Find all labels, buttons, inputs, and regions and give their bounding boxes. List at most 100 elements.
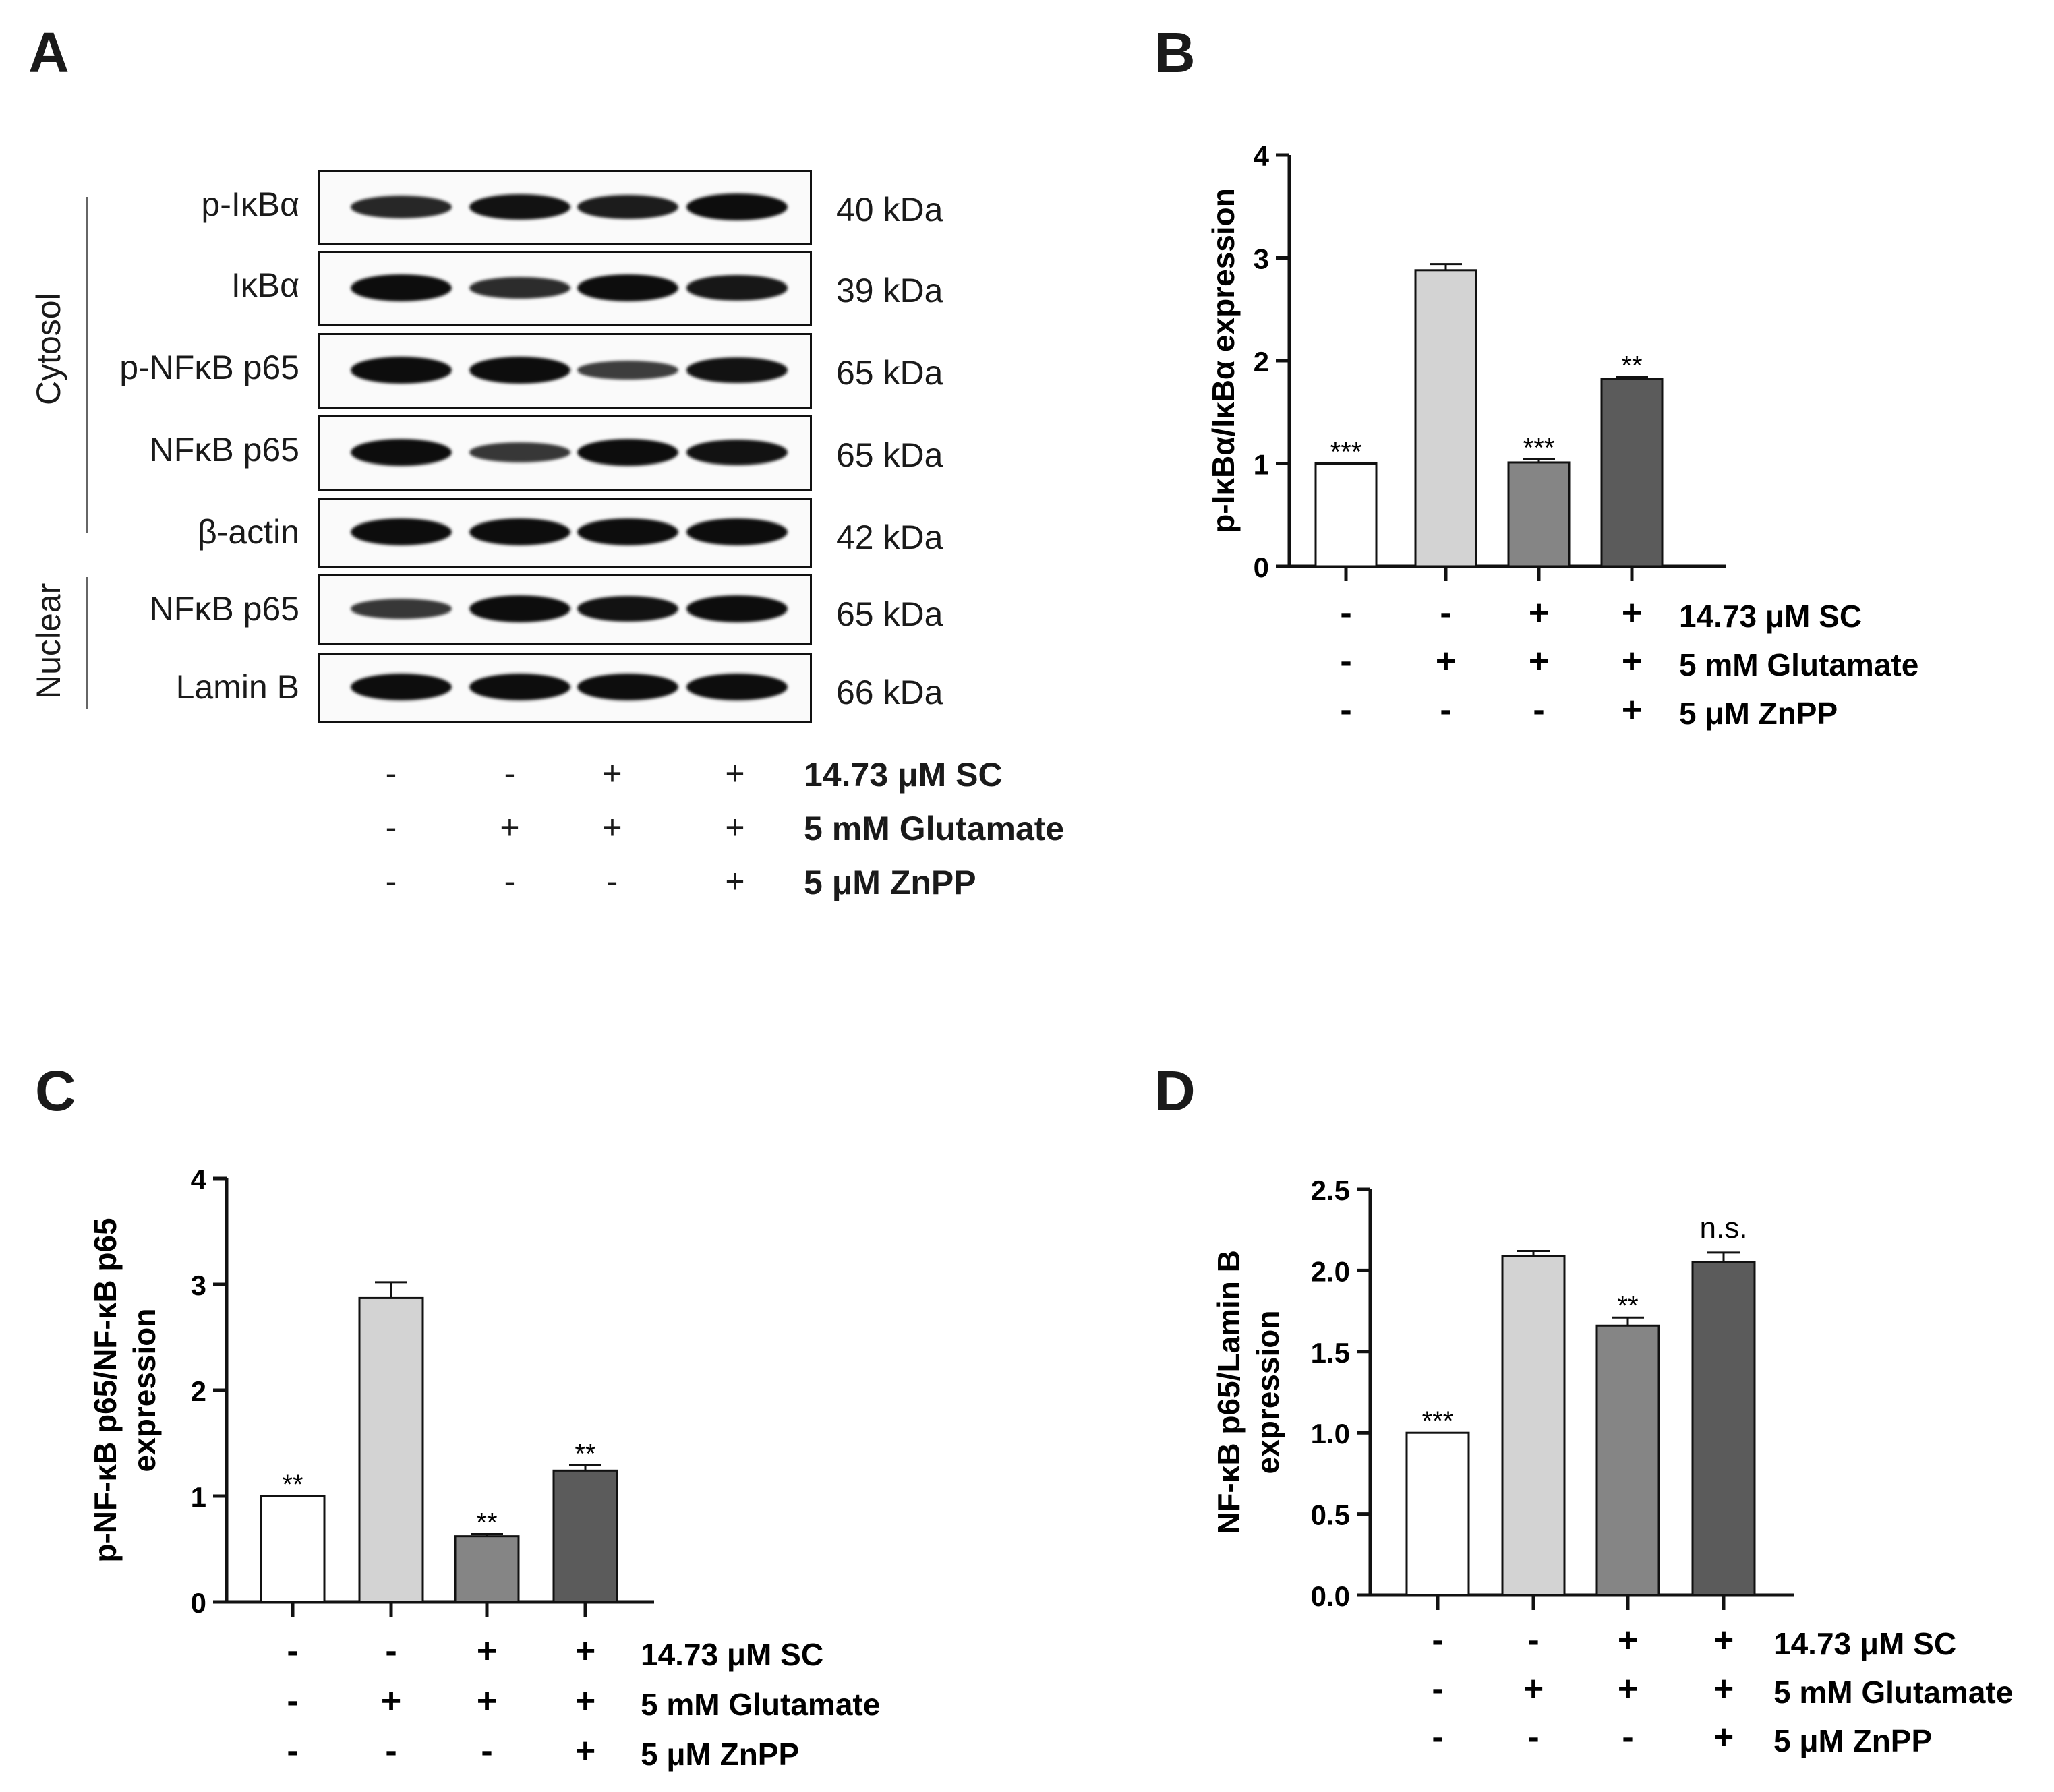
y-tick-label: 1.5	[1311, 1337, 1350, 1369]
treatment-sign: +	[1618, 1621, 1638, 1660]
blot-band	[577, 518, 678, 545]
blot-band	[351, 674, 452, 700]
y-tick-label: 1.0	[1311, 1418, 1350, 1450]
y-tick-label: 1	[191, 1481, 206, 1513]
treatment-sign: +	[602, 808, 622, 846]
bar	[1501, 1255, 1566, 1596]
bar	[454, 1535, 520, 1603]
treatment-label: 5 μM ZnPP	[804, 864, 976, 901]
blot-row-label: p-IκBα	[201, 185, 299, 223]
treatment-label: 5 mM Glutamate	[1679, 647, 1918, 682]
treatment-sign: -	[385, 808, 397, 846]
blot-band	[469, 276, 570, 299]
blot-row-kda: 65 kDa	[836, 595, 943, 633]
blot-band	[686, 595, 788, 622]
treatment-sign: +	[500, 808, 520, 846]
blot-row-label: β-actin	[197, 513, 299, 551]
treatment-sign: -	[385, 862, 397, 900]
blot-band	[577, 595, 678, 622]
treatment-sign: -	[1340, 642, 1351, 681]
bar	[1595, 1324, 1660, 1596]
y-tick-label: 0	[1254, 551, 1269, 583]
blot-band	[469, 442, 570, 462]
blot-row-kda: 65 kDa	[836, 354, 943, 392]
y-tick-label: 2.0	[1311, 1255, 1350, 1287]
blot-row-label: p-NFκB p65	[119, 349, 299, 386]
cytosol-bracket	[86, 197, 88, 533]
y-axis-label: p-NF-κB p65/NF-κB p65	[88, 1218, 123, 1562]
y-tick-label: 4	[1254, 140, 1270, 172]
blot-band	[577, 274, 678, 301]
treatment-label: 14.73 μM SC	[641, 1637, 823, 1672]
blot-row-image	[318, 653, 812, 723]
blot-band	[351, 599, 452, 619]
treatment-label: 5 mM Glutamate	[1773, 1675, 2013, 1710]
treatment-label: 5 mM Glutamate	[641, 1687, 880, 1722]
treatment-sign: +	[1622, 690, 1642, 729]
significance-label: **	[575, 1439, 595, 1468]
significance-label: ***	[1330, 438, 1362, 467]
blot-row-image	[318, 574, 812, 645]
significance-label: **	[282, 1470, 303, 1499]
y-tick-label: 3	[191, 1270, 206, 1301]
treatment-sign: +	[725, 808, 745, 846]
y-tick-label: 0.0	[1311, 1580, 1350, 1612]
bar	[1691, 1261, 1756, 1596]
treatment-sign: -	[1432, 1669, 1443, 1708]
bar	[260, 1495, 326, 1603]
bar	[1507, 461, 1571, 568]
y-tick-label: 4	[191, 1164, 207, 1195]
treatment-label: 5 μM ZnPP	[1679, 696, 1838, 731]
treatment-sign: -	[385, 754, 397, 792]
blot-row-label: IκBα	[231, 266, 299, 304]
treatment-sign: -	[1432, 1621, 1443, 1660]
treatment-sign: +	[477, 1681, 497, 1721]
blot-band	[577, 439, 678, 466]
treatment-sign: -	[1527, 1718, 1539, 1757]
blot-band	[351, 518, 452, 545]
treatment-sign: -	[1527, 1621, 1539, 1660]
bar	[358, 1296, 424, 1603]
treatment-sign: -	[287, 1731, 298, 1770]
blot-band	[351, 274, 452, 301]
treatment-sign: +	[1622, 642, 1642, 681]
blot-row-kda: 42 kDa	[836, 518, 943, 556]
bar	[552, 1469, 618, 1603]
bar	[1600, 378, 1664, 568]
blot-band	[686, 193, 788, 220]
treatment-sign: -	[1340, 593, 1351, 632]
significance-label: ***	[1523, 433, 1555, 462]
blot-band	[686, 275, 788, 301]
blot-band	[686, 357, 788, 384]
nuclear-label: Nuclear	[30, 583, 67, 699]
blot-row-label: NFκB p65	[149, 431, 299, 469]
bar	[1414, 269, 1477, 568]
blot-row-image	[318, 415, 812, 491]
blot-row-kda: 39 kDa	[836, 272, 943, 309]
treatment-sign: +	[725, 754, 745, 792]
treatment-label: 5 μM ZnPP	[1773, 1723, 1932, 1758]
blot-row-image	[318, 498, 812, 568]
y-tick-label: 3	[1254, 243, 1269, 275]
treatment-sign: -	[1440, 690, 1451, 729]
y-tick-label: 2	[191, 1375, 206, 1407]
blot-row-kda: 40 kDa	[836, 191, 943, 229]
blot-band	[469, 193, 570, 220]
treatment-sign: +	[1713, 1718, 1734, 1757]
treatment-sign: +	[1436, 642, 1456, 681]
treatment-sign: +	[477, 1632, 497, 1671]
treatment-sign: -	[1440, 593, 1451, 632]
blot-band	[577, 360, 678, 380]
treatment-sign: +	[1713, 1669, 1734, 1708]
blot-band	[686, 439, 788, 466]
treatment-sign: +	[575, 1681, 595, 1721]
significance-label: **	[476, 1508, 497, 1538]
treatment-sign: -	[385, 1632, 397, 1671]
blot-band	[686, 518, 788, 545]
blot-band	[469, 674, 570, 700]
blot-band	[577, 674, 678, 700]
treatment-sign: -	[504, 862, 516, 900]
blot-row-kda: 66 kDa	[836, 674, 943, 711]
